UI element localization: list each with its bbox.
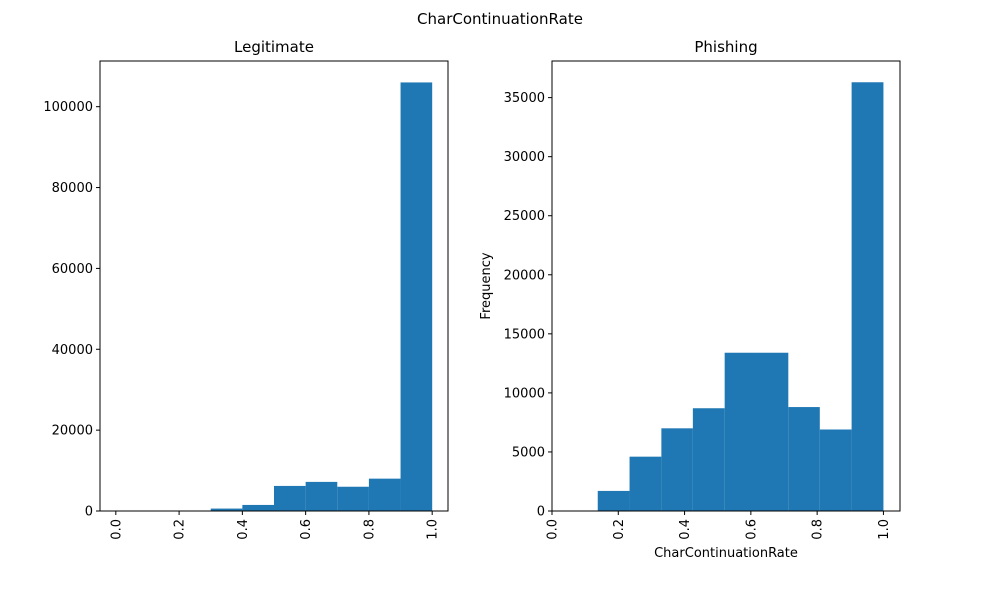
legitimate-bar-8 xyxy=(368,478,401,511)
legitimate-ytick-label: 100000 xyxy=(43,100,93,115)
phishing-histogram-panel: 0 5000 10000 15000 20000 25000 30000 35000 0.0 0.… xyxy=(479,38,901,561)
phishing-ytick-label: 5000 xyxy=(512,445,545,460)
legitimate-xtick-label: 0.6 xyxy=(299,519,314,540)
phishing-xtick-label: 0.2 xyxy=(612,519,627,540)
legitimate-ytick-label: 20000 xyxy=(52,424,93,439)
legitimate-ytick-label: 80000 xyxy=(52,181,93,196)
legitimate-ytick-label: 0 xyxy=(85,505,93,520)
phishing-ytick-label: 35000 xyxy=(504,91,545,106)
phishing-bar-7 xyxy=(788,407,820,511)
phishing-bar-3 xyxy=(661,428,693,511)
phishing-bar-9 xyxy=(851,82,884,511)
legitimate-ytick-label: 40000 xyxy=(52,343,93,358)
legitimate-xtick-label: 0.4 xyxy=(236,519,251,540)
phishing-ytick-label: 0 xyxy=(537,505,545,520)
legitimate-ytick-label: 60000 xyxy=(52,262,93,277)
figure-suptitle: CharContinuationRate xyxy=(417,10,583,28)
legitimate-bar-9 xyxy=(400,82,433,512)
phishing-ytick-label: 25000 xyxy=(504,209,545,224)
legitimate-panel-title: Legitimate xyxy=(234,38,314,56)
legitimate-xtick-label: 0.2 xyxy=(173,519,188,540)
legitimate-axes-frame xyxy=(99,60,449,512)
phishing-xtick-label: 1.0 xyxy=(877,519,892,540)
phishing-ytick-label: 10000 xyxy=(504,386,545,401)
legitimate-xtick-label: 1.0 xyxy=(426,519,441,540)
phishing-y-axis-label: Frequency xyxy=(479,252,494,319)
phishing-bar-8 xyxy=(819,429,852,511)
phishing-xtick-label: 0.6 xyxy=(744,519,759,540)
phishing-xtick-label: 0.0 xyxy=(546,519,561,540)
legitimate-xtick-label: 0.0 xyxy=(109,519,124,540)
phishing-ytick-label: 20000 xyxy=(504,268,545,283)
phishing-bar-6 xyxy=(756,352,789,511)
legitimate-bar-4 xyxy=(242,504,274,511)
legitimate-bar-6 xyxy=(305,481,338,511)
phishing-ytick-label: 15000 xyxy=(504,327,545,342)
phishing-panel-title: Phishing xyxy=(694,38,757,56)
phishing-axes-frame xyxy=(551,60,901,512)
phishing-bar-1 xyxy=(597,490,630,511)
legitimate-histogram-panel: 0 20000 40000 60000 80000 100000 0.0 0.2 0.4 0.6 0… xyxy=(43,38,449,540)
phishing-bar-2 xyxy=(629,456,662,511)
phishing-bar-4 xyxy=(692,408,725,511)
legitimate-xtick-label: 0.8 xyxy=(362,519,377,540)
legitimate-bar-7 xyxy=(337,486,369,511)
phishing-ytick-label: 30000 xyxy=(504,150,545,165)
phishing-bar-5 xyxy=(724,352,757,511)
phishing-xtick-label: 0.8 xyxy=(811,519,826,540)
legitimate-bar-5 xyxy=(274,485,306,511)
phishing-xtick-label: 0.4 xyxy=(678,519,693,540)
legitimate-bar-3 xyxy=(210,508,243,511)
phishing-x-axis-label: CharContinuationRate xyxy=(654,546,798,561)
